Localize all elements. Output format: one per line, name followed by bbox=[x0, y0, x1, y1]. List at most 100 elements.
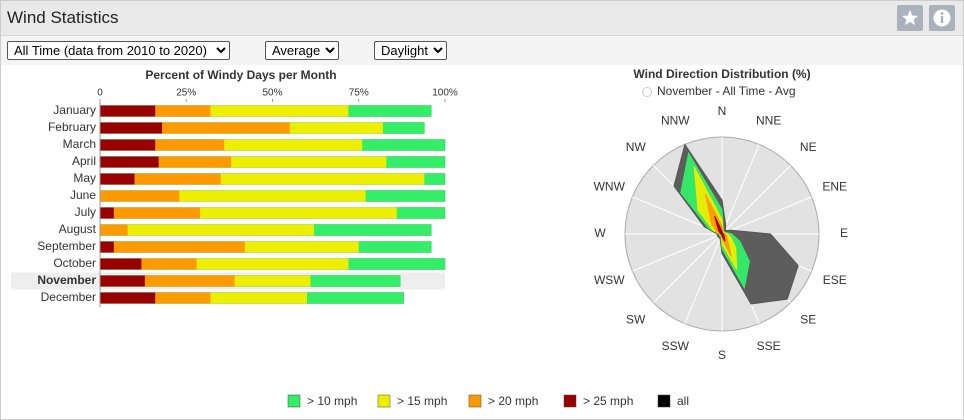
bar bbox=[100, 224, 314, 236]
spoke bbox=[684, 144, 723, 235]
time-select[interactable]: Daylight bbox=[374, 41, 447, 60]
bar bbox=[99, 275, 401, 287]
spoke bbox=[721, 233, 812, 272]
bar bbox=[100, 139, 156, 151]
direction-label: W bbox=[594, 226, 606, 240]
bar bbox=[99, 241, 432, 253]
y-tick-label: July bbox=[75, 205, 96, 219]
bar bbox=[100, 207, 397, 219]
chart-title: Wind Direction Distribution (%) bbox=[633, 67, 810, 81]
bar bbox=[100, 292, 307, 304]
bar bbox=[100, 275, 235, 287]
bar bbox=[100, 122, 383, 134]
spoke bbox=[653, 233, 723, 303]
bar bbox=[100, 173, 135, 185]
spoke bbox=[632, 233, 723, 272]
radar-area bbox=[680, 151, 750, 290]
bar bbox=[100, 292, 156, 304]
direction-label: SSE bbox=[757, 339, 781, 353]
bar bbox=[100, 173, 221, 185]
bar bbox=[100, 207, 201, 219]
direction-label: NNE bbox=[756, 113, 781, 127]
bar bbox=[100, 122, 290, 134]
y-tick-label: October bbox=[53, 256, 96, 270]
radar-area bbox=[693, 166, 738, 271]
y-tick-label: May bbox=[73, 171, 96, 185]
bar bbox=[100, 139, 225, 151]
direction-label: WSW bbox=[594, 273, 625, 287]
spoke bbox=[632, 196, 723, 235]
x-tick-label: 75% bbox=[349, 88, 369, 99]
statistic-select[interactable]: Average bbox=[265, 41, 339, 60]
controls: All Time (data from 2010 to 2020) Averag… bbox=[1, 36, 963, 65]
spoke bbox=[721, 196, 812, 235]
x-tick-label: 50% bbox=[262, 88, 282, 99]
radar-background bbox=[624, 136, 820, 332]
radar-area bbox=[714, 215, 726, 242]
bar bbox=[100, 258, 197, 270]
direction-label: NNW bbox=[661, 113, 690, 127]
bar bbox=[100, 173, 425, 185]
bar bbox=[100, 156, 159, 168]
bar bbox=[100, 292, 211, 304]
bar bbox=[99, 292, 404, 304]
bar bbox=[99, 258, 446, 270]
bar bbox=[100, 258, 142, 270]
bar bbox=[100, 258, 349, 270]
spoke bbox=[721, 165, 791, 235]
bar bbox=[100, 156, 232, 168]
bar bbox=[99, 105, 432, 117]
bar bbox=[99, 173, 446, 185]
spoke bbox=[653, 165, 723, 235]
legend-label: > 10 mph bbox=[307, 394, 357, 408]
bar bbox=[100, 190, 366, 202]
legend-swatch bbox=[377, 394, 391, 408]
bar bbox=[100, 105, 349, 117]
y-tick-label: March bbox=[63, 137, 96, 151]
direction-label: ESE bbox=[823, 273, 847, 287]
bar bbox=[99, 190, 446, 202]
row-highlight bbox=[11, 272, 445, 290]
chart-title: Percent of Windy Days per Month bbox=[145, 68, 336, 82]
direction-label: WNW bbox=[594, 179, 626, 193]
bar bbox=[100, 105, 211, 117]
bar bbox=[99, 156, 446, 168]
period-select[interactable]: All Time (data from 2010 to 2020) bbox=[7, 41, 230, 60]
y-tick-label: November bbox=[37, 273, 96, 287]
bar bbox=[100, 105, 156, 117]
chart-subtitle: November - All Time - Avg bbox=[657, 84, 796, 98]
bar bbox=[100, 224, 128, 236]
spoke bbox=[684, 233, 723, 324]
direction-label: SE bbox=[800, 312, 816, 326]
legend-swatch bbox=[287, 394, 301, 408]
bar bbox=[100, 241, 245, 253]
bar bbox=[100, 241, 114, 253]
y-tick-label: June bbox=[70, 188, 96, 202]
legend-label: all bbox=[677, 394, 689, 408]
info-icon bbox=[933, 9, 951, 27]
direction-label: ENE bbox=[822, 179, 847, 193]
bar bbox=[99, 122, 425, 134]
legend-swatch bbox=[468, 394, 482, 408]
bar bbox=[100, 241, 359, 253]
direction-label: S bbox=[718, 348, 726, 362]
y-tick-label: August bbox=[59, 222, 97, 236]
legend-swatch bbox=[657, 394, 671, 408]
y-tick-label: December bbox=[41, 290, 96, 304]
y-tick-label: January bbox=[53, 103, 96, 117]
direction-label: NE bbox=[800, 140, 817, 154]
bar bbox=[100, 190, 180, 202]
x-tick-label: 0 bbox=[97, 88, 103, 99]
info-button[interactable] bbox=[929, 5, 955, 31]
direction-label: E bbox=[840, 226, 848, 240]
page-title: Wind Statistics bbox=[7, 8, 119, 27]
direction-label: SSW bbox=[662, 339, 690, 353]
spoke bbox=[721, 144, 760, 235]
header: Wind Statistics bbox=[1, 1, 963, 36]
radar-area bbox=[673, 143, 799, 305]
legend-label: > 15 mph bbox=[397, 394, 447, 408]
direction-label: SW bbox=[626, 312, 646, 326]
star-icon bbox=[902, 10, 918, 25]
y-tick-label: September bbox=[37, 239, 96, 253]
favorite-button[interactable] bbox=[897, 5, 923, 31]
